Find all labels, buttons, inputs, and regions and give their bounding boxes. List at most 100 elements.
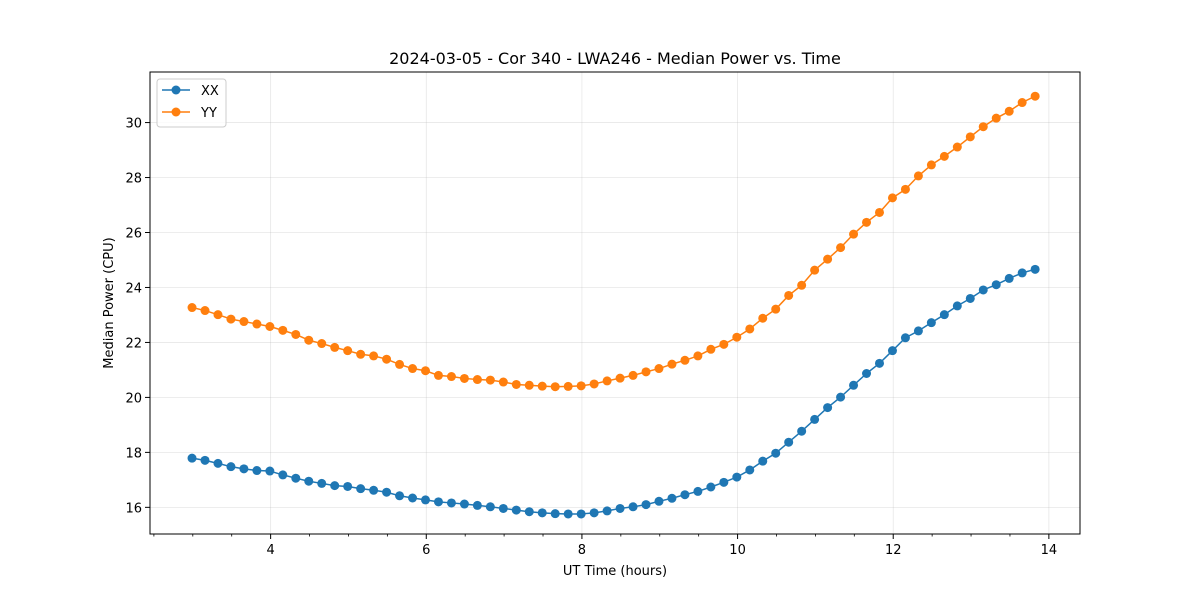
data-point-xx (213, 458, 223, 468)
data-point-xx (343, 481, 353, 491)
data-point-yy (356, 349, 366, 359)
data-point-xx (563, 509, 573, 519)
data-point-xx (187, 453, 197, 463)
data-point-xx (239, 464, 249, 474)
data-point-xx (758, 456, 768, 466)
data-point-xx (200, 455, 210, 465)
data-point-xx (706, 482, 716, 492)
data-point-xx (874, 358, 884, 368)
data-point-yy (849, 229, 859, 239)
data-point-xx (667, 493, 677, 503)
data-point-xx (862, 369, 872, 378)
data-point-yy (291, 329, 301, 339)
x-tick-label: 14 (1041, 543, 1058, 558)
x-gridlines (270, 72, 1050, 534)
data-point-xx (887, 346, 897, 356)
y-tick-label: 28 (125, 172, 142, 187)
data-point-yy (615, 373, 625, 383)
data-point-yy (537, 381, 547, 391)
data-point-yy (550, 382, 560, 392)
data-point-yy (459, 373, 469, 383)
data-point-xx (421, 495, 430, 505)
data-point-yy (200, 306, 210, 316)
data-point-xx (952, 301, 962, 311)
chart-title: 2024-03-05 - Cor 340 - LWA246 - Median P… (389, 49, 841, 68)
data-point-yy (563, 381, 573, 391)
data-point-yy (887, 193, 897, 203)
data-point-xx (771, 448, 781, 458)
data-point-xx (810, 414, 820, 424)
data-point-xx (472, 500, 482, 510)
data-point-xx (1030, 264, 1040, 274)
plot-frame (149, 71, 1081, 535)
data-point-yy (745, 324, 755, 334)
data-point-xx (576, 509, 586, 519)
data-point-xx (784, 437, 794, 447)
data-point-xx (433, 497, 443, 507)
data-point-xx (628, 502, 638, 512)
data-point-xx (797, 426, 807, 436)
data-point-xx (836, 392, 846, 402)
data-point-yy (706, 344, 716, 354)
legend-label-yy: YY (200, 106, 217, 121)
data-point-xx (939, 310, 949, 320)
data-point-xx (913, 326, 923, 336)
data-point-xx (537, 508, 547, 518)
data-point-yy (641, 367, 651, 377)
data-point-yy (1030, 91, 1040, 101)
data-point-yy (862, 217, 872, 227)
data-point-yy (304, 335, 314, 345)
data-point-xx (745, 465, 755, 475)
data-point-xx (641, 500, 651, 510)
x-tick-label: 10 (729, 543, 746, 558)
data-point-xx (395, 491, 405, 501)
y-tick-label: 20 (125, 391, 142, 406)
data-point-yy (719, 339, 729, 349)
y-tick-label: 18 (125, 446, 142, 461)
data-point-yy (511, 379, 521, 389)
data-point-yy (252, 319, 262, 329)
data-point-yy (576, 381, 586, 391)
data-point-yy (732, 332, 742, 342)
data-point-yy (680, 355, 690, 365)
data-point-yy (485, 375, 495, 385)
data-point-xx (991, 280, 1001, 290)
data-point-yy (408, 364, 418, 374)
y-tick-label: 16 (125, 501, 142, 516)
data-point-xx (252, 466, 262, 476)
data-point-yy (382, 354, 392, 364)
data-point-xx (278, 470, 288, 480)
data-point-xx (1004, 273, 1014, 283)
data-point-yy (317, 339, 327, 349)
y-axis-label: Median Power (CPU) (102, 237, 117, 368)
data-point-yy (771, 304, 781, 314)
data-point-yy (343, 346, 353, 356)
y-tick-label: 24 (125, 281, 142, 296)
data-point-yy (446, 372, 456, 382)
data-point-xx (1017, 268, 1027, 278)
data-point-yy (524, 380, 534, 390)
legend-label-xx: XX (201, 84, 219, 99)
data-point-yy (265, 322, 275, 331)
data-point-yy (991, 113, 1001, 123)
x-tick-label: 8 (578, 543, 586, 558)
data-point-yy (589, 379, 599, 389)
data-point-yy (1017, 98, 1027, 108)
data-point-yy (939, 151, 949, 161)
x-tick-label: 12 (885, 543, 902, 558)
y-axis-ticks: 16 18 20 22 24 26 28 30 (125, 117, 150, 516)
data-point-yy (498, 377, 508, 387)
data-point-xx (265, 466, 275, 476)
data-point-xx (408, 493, 418, 503)
data-point-yy (239, 317, 249, 327)
data-point-xx (926, 318, 936, 328)
x-tick-label: 6 (422, 543, 430, 558)
data-point-yy (810, 265, 820, 275)
y-gridlines (150, 122, 1080, 508)
data-point-yy (823, 254, 833, 264)
data-point-yy (900, 184, 910, 194)
data-point-xx (291, 473, 301, 483)
x-tick-label: 4 (266, 543, 274, 558)
data-point-yy (654, 364, 664, 374)
